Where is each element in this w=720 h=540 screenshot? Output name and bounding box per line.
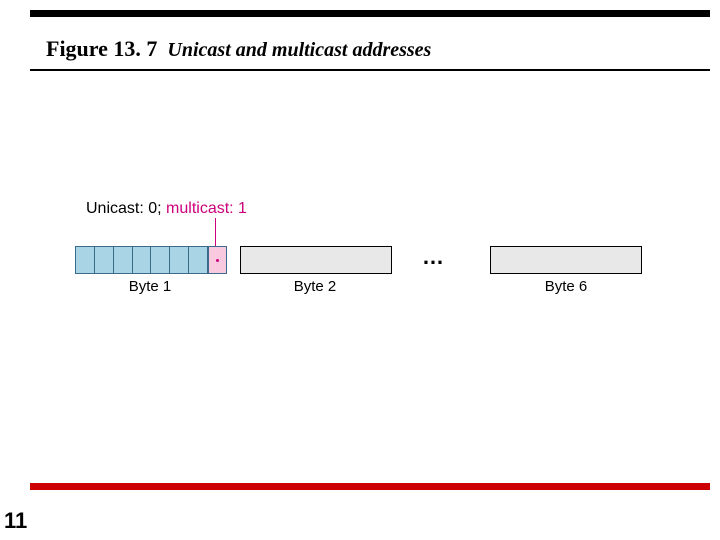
figure-title: Unicast and multicast addresses <box>167 39 431 62</box>
bottom-rule <box>30 483 710 490</box>
multicast-bit-cell <box>208 246 227 274</box>
byte6-box <box>490 246 642 274</box>
bit-cell <box>188 246 208 274</box>
bit-cell <box>113 246 132 274</box>
bit-cell <box>150 246 169 274</box>
caption-underline <box>30 69 710 71</box>
bit-cell <box>132 246 151 274</box>
multicast-label: multicast: 1 <box>166 200 247 217</box>
address-diagram: Unicast: 0; multicast: 1 Byte 1 Byte 2 …… <box>60 200 675 330</box>
byte1-bits <box>75 246 208 274</box>
top-rule <box>30 10 710 17</box>
ellipsis: … <box>422 244 448 270</box>
figure-number: Figure 13. 7 <box>46 36 157 62</box>
byte1-label: Byte 1 <box>120 278 180 295</box>
bit-cell <box>94 246 113 274</box>
multicast-bit-dot <box>216 259 219 262</box>
byte2-box <box>240 246 392 274</box>
byte2-label: Byte 2 <box>285 278 345 295</box>
annotation-pointer <box>215 218 216 246</box>
page-number: 11 <box>4 508 27 534</box>
bit-annotation: Unicast: 0; multicast: 1 <box>86 200 247 218</box>
byte6-label: Byte 6 <box>536 278 596 295</box>
bit-cell <box>169 246 188 274</box>
unicast-label: Unicast: 0; <box>86 200 166 217</box>
bit-cell <box>75 246 94 274</box>
figure-caption: Figure 13. 7 Unicast and multicast addre… <box>46 36 431 62</box>
